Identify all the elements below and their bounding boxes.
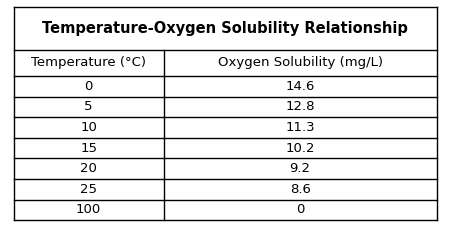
Text: 10.2: 10.2 [285,142,315,155]
Text: 0: 0 [296,203,304,216]
Text: 20: 20 [80,162,97,175]
Text: 25: 25 [80,183,97,196]
Text: 10: 10 [80,121,97,134]
Text: Temperature (°C): Temperature (°C) [31,57,146,69]
Text: 11.3: 11.3 [285,121,315,134]
Text: 12.8: 12.8 [285,100,315,114]
Text: 8.6: 8.6 [290,183,310,196]
Text: 100: 100 [76,203,101,216]
Text: 14.6: 14.6 [285,80,315,93]
Text: 9.2: 9.2 [290,162,310,175]
Text: Temperature-Oxygen Solubility Relationship: Temperature-Oxygen Solubility Relationsh… [42,21,408,36]
Text: Oxygen Solubility (mg/L): Oxygen Solubility (mg/L) [218,57,382,69]
Text: 15: 15 [80,142,97,155]
Text: 5: 5 [84,100,93,114]
Text: 0: 0 [85,80,93,93]
